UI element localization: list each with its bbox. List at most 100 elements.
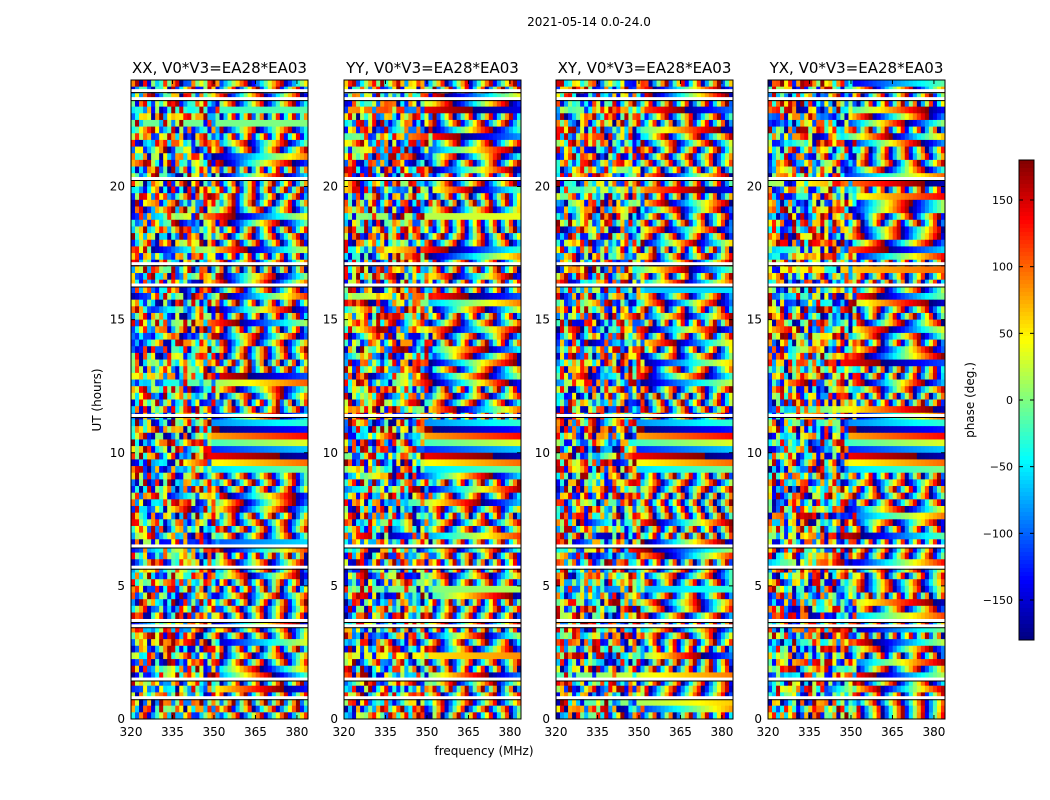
heatmap-cell xyxy=(167,386,172,394)
heatmap-cell xyxy=(191,179,196,187)
heatmap-cell xyxy=(223,99,228,108)
heatmap-cell xyxy=(484,153,490,161)
heatmap-cell xyxy=(255,106,261,114)
heatmap-cell xyxy=(215,506,220,514)
heatmap-cell xyxy=(295,279,301,287)
heatmap-cell xyxy=(295,153,301,161)
heatmap-cell xyxy=(131,625,136,633)
heatmap-cell xyxy=(299,525,305,534)
heatmap-cell xyxy=(203,326,208,334)
heatmap-cell xyxy=(271,712,277,720)
heatmap-cell xyxy=(263,219,269,227)
heatmap-cell xyxy=(195,492,200,500)
heatmap-cell xyxy=(271,446,277,454)
heatmap-cell xyxy=(460,119,466,127)
heatmap-cell xyxy=(155,705,160,713)
heatmap-cell xyxy=(227,605,232,613)
heatmap-cell xyxy=(448,119,454,127)
heatmap-cell xyxy=(175,359,180,367)
heatmap-cell xyxy=(299,219,305,227)
heatmap-cell xyxy=(163,525,168,534)
heatmap-cell xyxy=(167,645,172,653)
heatmap-cell xyxy=(195,166,200,174)
heatmap-cell xyxy=(175,133,180,141)
heatmap-cell xyxy=(163,326,168,334)
heatmap-cell xyxy=(412,99,417,108)
heatmap-cell xyxy=(424,166,429,174)
heatmap-cell xyxy=(135,186,140,194)
heatmap-cell xyxy=(231,366,236,374)
heatmap-cell xyxy=(263,539,269,547)
heatmap-cell xyxy=(211,379,216,387)
heatmap-cell xyxy=(279,133,285,141)
heatmap-cell xyxy=(460,113,466,121)
heatmap-cell xyxy=(352,126,357,134)
heatmap-cell xyxy=(344,179,349,187)
heatmap-cell xyxy=(135,439,140,447)
heatmap-cell xyxy=(291,199,297,207)
heatmap-cell xyxy=(388,99,393,108)
heatmap-cell xyxy=(255,492,261,500)
heatmap-cell xyxy=(131,519,136,527)
flagged-row xyxy=(131,283,308,287)
heatmap-cell xyxy=(187,266,192,274)
heatmap-cell xyxy=(195,392,200,400)
heatmap-cell xyxy=(247,139,253,147)
heatmap-cell xyxy=(147,512,152,520)
heatmap-cell xyxy=(352,93,357,101)
flagged-row xyxy=(131,97,308,101)
heatmap-cell xyxy=(279,366,285,374)
heatmap-cell xyxy=(159,146,164,154)
heatmap-cell xyxy=(251,146,257,154)
heatmap-cell xyxy=(175,186,180,194)
heatmap-cell xyxy=(299,199,305,207)
heatmap-cell xyxy=(263,80,269,88)
heatmap-cell xyxy=(259,679,265,687)
heatmap-cell xyxy=(143,499,148,507)
heatmap-cell xyxy=(271,186,277,194)
heatmap-cell xyxy=(215,539,220,547)
heatmap-cell xyxy=(267,605,273,613)
heatmap-cell xyxy=(408,126,413,134)
heatmap-cell xyxy=(376,186,381,194)
heatmap-cell xyxy=(247,80,253,88)
heatmap-cell xyxy=(191,139,196,147)
heatmap-cell xyxy=(432,133,437,141)
heatmap-cell xyxy=(159,585,164,593)
heatmap-cell xyxy=(255,293,261,301)
heatmap-cell xyxy=(167,266,172,274)
heatmap-cell xyxy=(219,386,224,394)
heatmap-cell xyxy=(420,166,425,174)
heatmap-cell xyxy=(275,213,281,221)
heatmap-cell xyxy=(271,592,277,600)
heatmap-cell xyxy=(187,299,192,307)
heatmap-cell xyxy=(243,492,249,500)
heatmap-cell xyxy=(251,306,257,314)
x-tick-label: 335 xyxy=(161,725,184,739)
heatmap-cell xyxy=(275,459,281,467)
heatmap-cell xyxy=(243,133,249,141)
heatmap-cell xyxy=(287,279,293,287)
heatmap-cell xyxy=(215,159,220,167)
heatmap-cell xyxy=(231,519,236,527)
heatmap-cell xyxy=(295,712,301,720)
heatmap-cell xyxy=(476,80,482,88)
heatmap-cell xyxy=(175,299,180,307)
heatmap-cell xyxy=(263,432,269,440)
heatmap-cell xyxy=(179,226,184,234)
heatmap-cell xyxy=(255,579,261,587)
heatmap-cell xyxy=(179,392,184,400)
heatmap-cell xyxy=(496,106,502,114)
heatmap-cell xyxy=(291,146,297,154)
heatmap-cell xyxy=(199,113,204,121)
heatmap-cell xyxy=(155,352,160,360)
heatmap-cell xyxy=(131,206,136,214)
heatmap-cell xyxy=(139,299,144,307)
heatmap-cell xyxy=(219,99,224,108)
heatmap-cell xyxy=(139,539,144,547)
heatmap-cell xyxy=(251,173,257,181)
heatmap-cell xyxy=(243,406,249,414)
heatmap-cell xyxy=(279,665,285,673)
heatmap-cell xyxy=(231,173,236,181)
heatmap-cell xyxy=(187,599,192,607)
